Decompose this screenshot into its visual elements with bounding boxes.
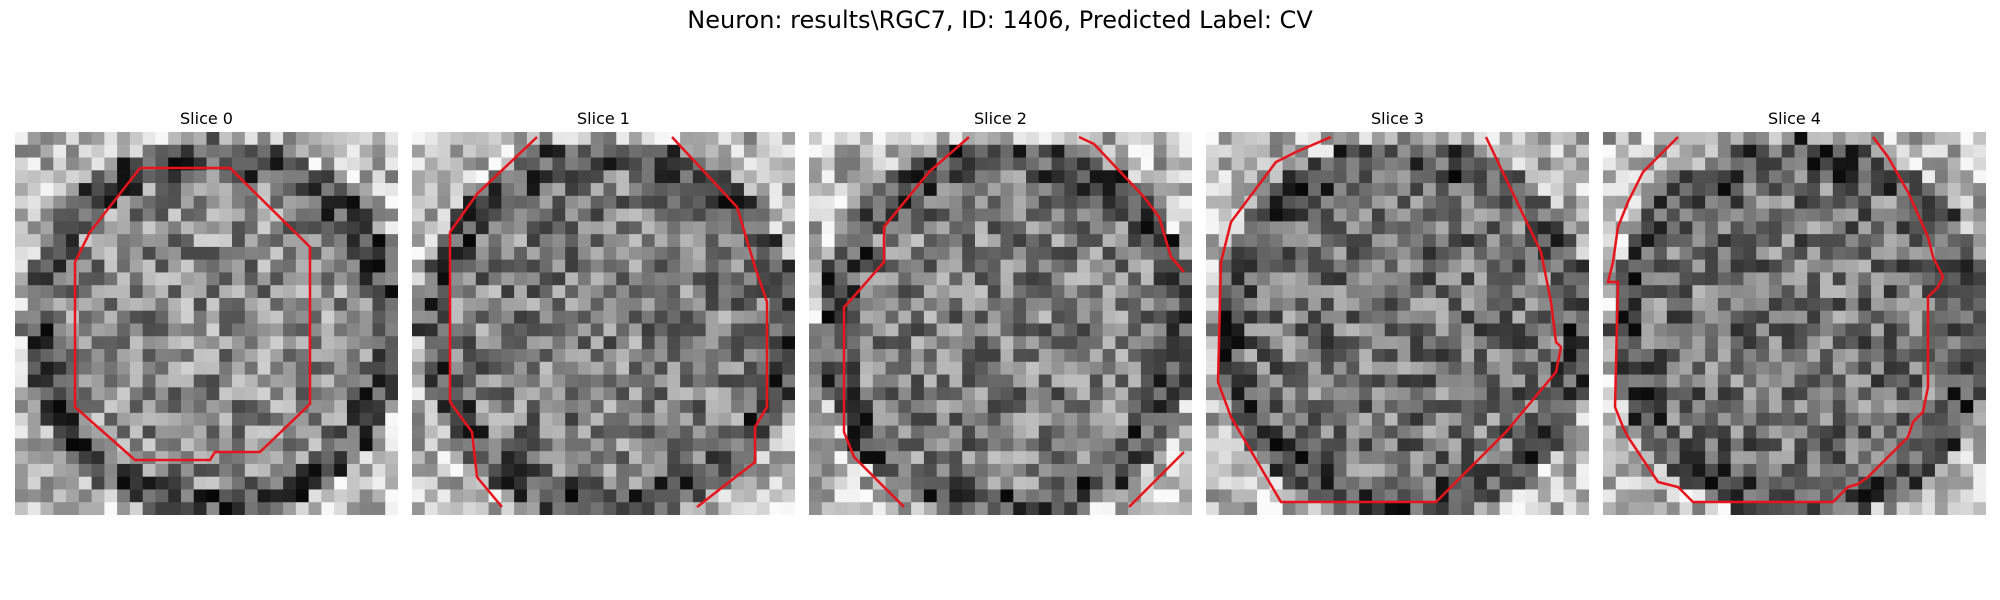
pixel-grid	[15, 132, 398, 515]
slice-panel-4: Slice 4	[1603, 108, 1986, 515]
slice-panel-1: Slice 1	[412, 108, 795, 515]
pixel-grid	[1206, 132, 1589, 515]
slice-title: Slice 2	[974, 109, 1027, 128]
pixel-grid	[412, 132, 795, 515]
contour-line	[73, 166, 312, 462]
slice-title: Slice 1	[577, 109, 630, 128]
slice-panel-3: Slice 3	[1206, 108, 1589, 515]
slice-image-3	[1206, 132, 1589, 515]
contour-line	[1216, 135, 1563, 504]
contour-line	[1606, 136, 1945, 504]
contour-line	[448, 136, 538, 508]
slice-panel-2: Slice 2	[809, 108, 1192, 515]
contour-line	[671, 136, 769, 508]
pixel-grid	[809, 132, 1192, 515]
slice-title: Slice 3	[1371, 109, 1424, 128]
contour-line	[1078, 135, 1185, 273]
contour-line	[842, 136, 970, 508]
slice-panel-0: Slice 0	[15, 108, 398, 515]
slice-image-4	[1603, 132, 1986, 515]
figure-title: Neuron: results\RGC7, ID: 1406, Predicte…	[687, 6, 1313, 34]
contour-line	[1128, 451, 1185, 508]
pixel-grid	[1603, 132, 1986, 515]
slice-title: Slice 0	[180, 109, 233, 128]
slice-image-2	[809, 132, 1192, 515]
slice-title: Slice 4	[1768, 109, 1821, 128]
slice-image-0	[15, 132, 398, 515]
slice-image-1	[412, 132, 795, 515]
